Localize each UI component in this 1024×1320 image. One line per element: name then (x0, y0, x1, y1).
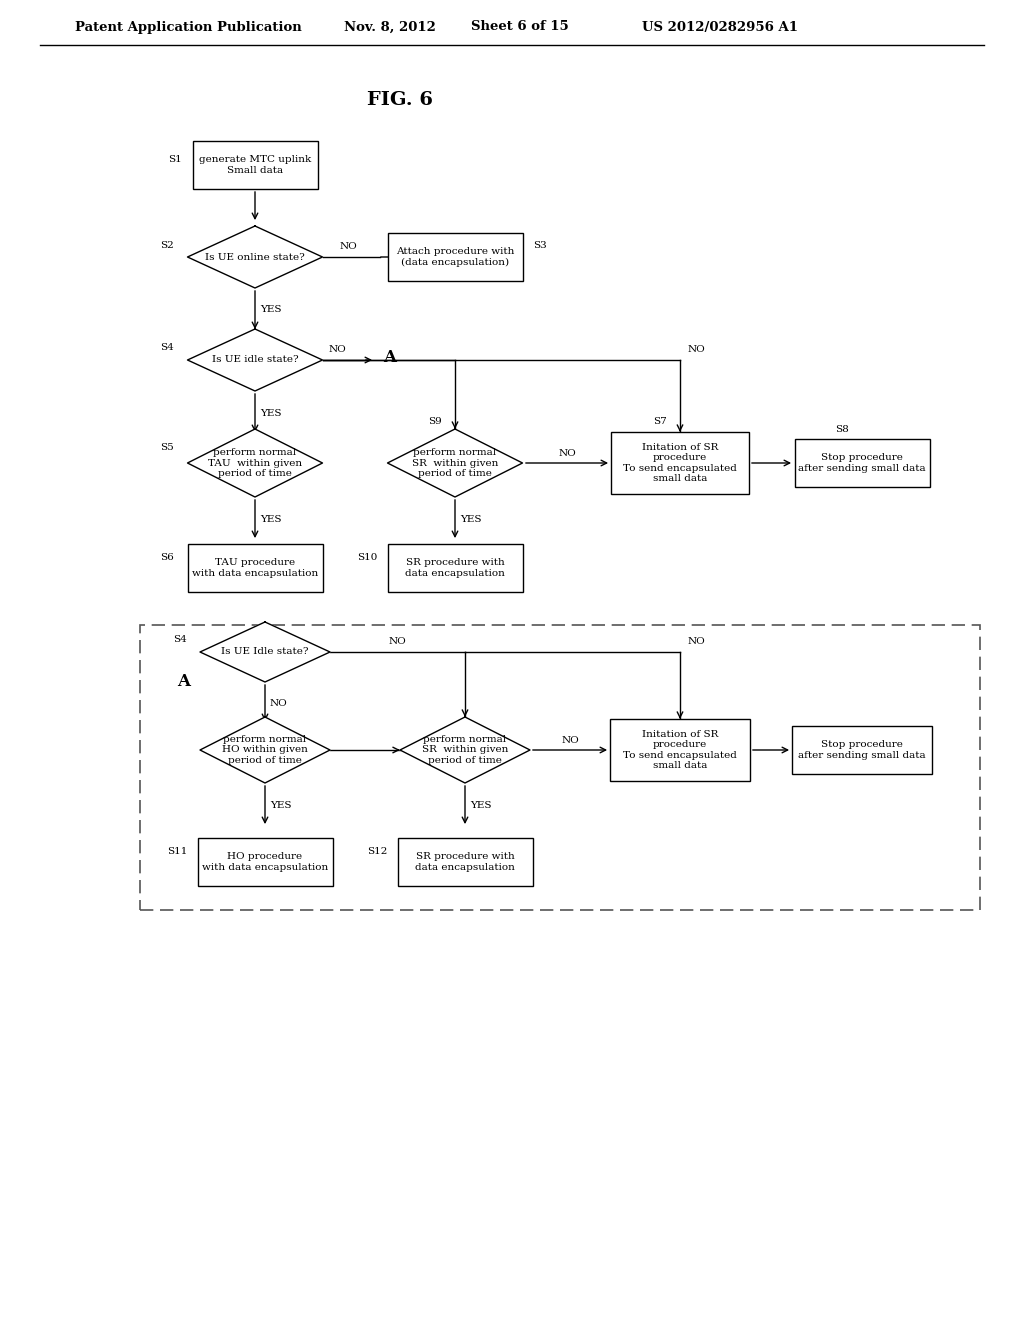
Text: perform normal
TAU  within given
period of time: perform normal TAU within given period o… (208, 447, 302, 478)
Text: perform normal
SR  within given
period of time: perform normal SR within given period of… (422, 735, 508, 764)
Text: S6: S6 (160, 553, 174, 562)
Text: S10: S10 (356, 553, 377, 562)
FancyBboxPatch shape (792, 726, 932, 774)
Text: SR procedure with
data encapsulation: SR procedure with data encapsulation (415, 853, 515, 871)
Text: Attach procedure with
(data encapsulation): Attach procedure with (data encapsulatio… (396, 247, 514, 267)
Text: US 2012/0282956 A1: US 2012/0282956 A1 (642, 21, 798, 33)
Polygon shape (400, 717, 530, 783)
Text: S5: S5 (160, 444, 174, 453)
Text: YES: YES (260, 305, 282, 314)
Text: FIG. 6: FIG. 6 (367, 91, 433, 110)
FancyBboxPatch shape (193, 141, 317, 189)
Text: A: A (383, 350, 396, 367)
FancyBboxPatch shape (387, 234, 522, 281)
Text: S12: S12 (367, 847, 387, 857)
Text: S4: S4 (173, 635, 186, 644)
Text: YES: YES (460, 515, 481, 524)
Text: Nov. 8, 2012: Nov. 8, 2012 (344, 21, 436, 33)
Text: S9: S9 (428, 417, 442, 425)
Text: generate MTC uplink
Small data: generate MTC uplink Small data (199, 156, 311, 174)
Text: NO: NO (388, 638, 406, 645)
Text: S11: S11 (167, 847, 187, 857)
Text: Sheet 6 of 15: Sheet 6 of 15 (471, 21, 569, 33)
Text: S3: S3 (534, 240, 547, 249)
Text: NO: NO (270, 698, 288, 708)
Text: TAU procedure
with data encapsulation: TAU procedure with data encapsulation (191, 558, 318, 578)
Text: S1: S1 (168, 156, 182, 165)
Text: S8: S8 (836, 425, 849, 433)
Polygon shape (200, 717, 330, 783)
Text: S4: S4 (160, 343, 174, 352)
Text: Stop procedure
after sending small data: Stop procedure after sending small data (798, 453, 926, 473)
Text: perform normal
SR  within given
period of time: perform normal SR within given period of… (412, 447, 499, 478)
FancyBboxPatch shape (795, 440, 930, 487)
Text: Is UE idle state?: Is UE idle state? (212, 355, 298, 364)
Polygon shape (187, 226, 323, 288)
Text: perform normal
HO within given
period of time: perform normal HO within given period of… (222, 735, 308, 764)
Text: NO: NO (688, 638, 706, 645)
Text: HO procedure
with data encapsulation: HO procedure with data encapsulation (202, 853, 328, 871)
Text: Initation of SR
procedure
To send encapsulated
small data: Initation of SR procedure To send encaps… (623, 730, 737, 770)
Text: SR procedure with
data encapsulation: SR procedure with data encapsulation (406, 558, 505, 578)
FancyBboxPatch shape (187, 544, 323, 591)
Text: YES: YES (270, 800, 292, 809)
FancyBboxPatch shape (198, 838, 333, 886)
Text: NO: NO (688, 345, 706, 354)
FancyBboxPatch shape (397, 838, 532, 886)
Text: NO: NO (328, 345, 346, 354)
Polygon shape (187, 329, 323, 391)
Text: Is UE online state?: Is UE online state? (205, 252, 305, 261)
Text: Initation of SR
procedure
To send encapsulated
small data: Initation of SR procedure To send encaps… (623, 444, 737, 483)
Text: S7: S7 (653, 417, 667, 425)
Text: NO: NO (561, 737, 579, 744)
FancyBboxPatch shape (610, 719, 750, 781)
Text: NO: NO (558, 449, 575, 458)
Polygon shape (187, 429, 323, 498)
FancyBboxPatch shape (387, 544, 522, 591)
Text: NO: NO (339, 242, 357, 251)
Text: Stop procedure
after sending small data: Stop procedure after sending small data (798, 741, 926, 760)
Text: Is UE Idle state?: Is UE Idle state? (221, 648, 309, 656)
Polygon shape (387, 429, 522, 498)
Text: Patent Application Publication: Patent Application Publication (75, 21, 302, 33)
Text: YES: YES (260, 515, 282, 524)
Text: S2: S2 (160, 240, 174, 249)
FancyBboxPatch shape (611, 432, 749, 494)
Text: YES: YES (470, 800, 492, 809)
Text: YES: YES (260, 408, 282, 417)
Polygon shape (200, 622, 330, 682)
Text: A: A (177, 673, 190, 690)
